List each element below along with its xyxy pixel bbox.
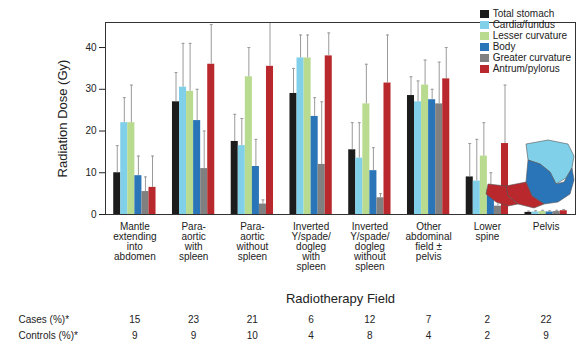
svg-text:InvertedY/spade/doglegwithsple: InvertedY/spade/doglegwithspleen bbox=[291, 221, 331, 272]
svg-text:Radiotherapy Field: Radiotherapy Field bbox=[286, 291, 395, 306]
html-text:Antrum/pylorus: Antrum/pylorus bbox=[492, 63, 560, 74]
svg-text:10: 10 bbox=[247, 330, 259, 341]
svg-text:22: 22 bbox=[541, 314, 553, 325]
svg-text:2: 2 bbox=[485, 330, 491, 341]
svg-text:9: 9 bbox=[191, 330, 197, 341]
html-text:Lesser curvature: Lesser curvature bbox=[492, 30, 568, 41]
svg-text:20: 20 bbox=[85, 125, 97, 136]
svg-text:2: 2 bbox=[485, 314, 491, 325]
svg-text:4: 4 bbox=[426, 330, 432, 341]
svg-text:4: 4 bbox=[308, 330, 314, 341]
svg-text:6: 6 bbox=[308, 314, 314, 325]
svg-text:Para-aorticwithspleen: Para-aorticwithspleen bbox=[179, 221, 208, 262]
svg-text:21: 21 bbox=[247, 314, 259, 325]
svg-text:8: 8 bbox=[367, 330, 373, 341]
html-text:Greater curvature: Greater curvature bbox=[492, 52, 571, 63]
svg-text:Lowerspine: Lowerspine bbox=[474, 221, 502, 242]
svg-text:0: 0 bbox=[91, 209, 97, 220]
svg-text:Para-aorticwithoutspleen: Para-aorticwithoutspleen bbox=[236, 221, 269, 262]
html-text:Body: Body bbox=[492, 41, 516, 52]
svg-text:Mantleextendingintoabdomen: Mantleextendingintoabdomen bbox=[113, 221, 156, 262]
svg-text:9: 9 bbox=[543, 330, 549, 341]
svg-text:InvertedY/spade/doglegwithouts: InvertedY/spade/doglegwithoutspleen bbox=[350, 221, 390, 272]
svg-text:Otherabdominalfield ±pelvis: Otherabdominalfield ±pelvis bbox=[406, 221, 452, 262]
svg-text:12: 12 bbox=[364, 314, 376, 325]
svg-text:9: 9 bbox=[132, 330, 138, 341]
svg-text:Controls (%)*: Controls (%)* bbox=[19, 330, 79, 341]
svg-text:7: 7 bbox=[426, 314, 432, 325]
svg-text:15: 15 bbox=[129, 314, 141, 325]
svg-text:23: 23 bbox=[188, 314, 200, 325]
html-text:Total stomach: Total stomach bbox=[492, 8, 555, 19]
svg-text:10: 10 bbox=[85, 167, 97, 178]
svg-text:Pelvis: Pelvis bbox=[533, 221, 560, 232]
svg-text:40: 40 bbox=[85, 42, 97, 53]
html-text:Cardia/fundus: Cardia/fundus bbox=[492, 19, 555, 30]
svg-text:30: 30 bbox=[85, 83, 97, 94]
svg-text:Cases (%)*: Cases (%)* bbox=[19, 314, 70, 325]
svg-text:Radiation Dose (Gy): Radiation Dose (Gy) bbox=[55, 60, 70, 178]
